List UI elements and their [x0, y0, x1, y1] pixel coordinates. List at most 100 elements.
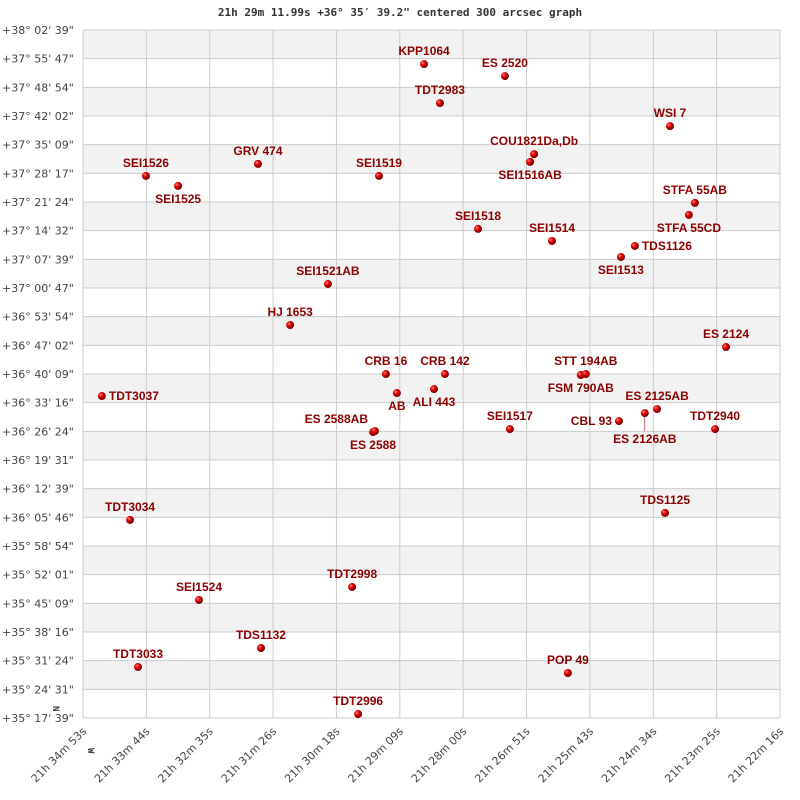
band — [83, 202, 780, 231]
star-label: SEI1525 — [155, 192, 201, 206]
y-tick-label: +35° 24' 31" — [2, 683, 74, 696]
band — [83, 230, 780, 260]
star-label: SEI1514 — [529, 221, 575, 235]
star-label: TDS1126 — [642, 239, 692, 253]
band — [83, 632, 780, 661]
x-tick-label: 21h 22m 16s — [726, 725, 787, 786]
band — [83, 660, 780, 690]
x-tick-label: 21h 29m 09s — [346, 725, 407, 786]
star-point[interactable] — [614, 417, 623, 426]
star-point[interactable] — [374, 171, 383, 180]
y-tick-label: +36° 19' 31" — [2, 454, 74, 467]
y-tick-label: +36° 26' 24" — [2, 425, 74, 438]
y-tick-label: +37° 42' 02" — [2, 110, 74, 123]
star-point[interactable] — [661, 508, 670, 517]
star-point[interactable] — [323, 279, 332, 288]
star-point[interactable] — [474, 224, 483, 233]
star-point[interactable] — [440, 370, 449, 379]
star-point[interactable] — [690, 198, 699, 207]
star-label: SEI1516AB — [498, 168, 562, 182]
star-label: ALI 443 — [413, 395, 456, 409]
star-point[interactable] — [630, 241, 639, 250]
y-tick-label: +36° 47' 02" — [2, 339, 74, 352]
star-point[interactable] — [392, 389, 401, 398]
star-point[interactable] — [581, 370, 590, 379]
band — [83, 58, 780, 88]
star-point[interactable] — [711, 425, 720, 434]
star-point[interactable] — [286, 321, 295, 330]
star-point[interactable] — [348, 582, 357, 591]
band — [83, 288, 780, 317]
star-label: ES 2125AB — [625, 389, 689, 403]
star-point[interactable] — [370, 427, 379, 436]
star-point[interactable] — [435, 99, 444, 108]
y-tick-label: +37° 35' 09" — [2, 139, 74, 152]
star-point[interactable] — [141, 171, 150, 180]
star-label: SEI1517 — [487, 409, 533, 423]
y-tick-label: +36° 40' 09" — [2, 368, 74, 381]
band — [83, 402, 780, 432]
band — [83, 259, 780, 288]
star-label: TDT2940 — [690, 409, 740, 423]
y-tick-label: +35° 38' 16" — [2, 626, 74, 639]
star-point[interactable] — [420, 60, 429, 69]
band — [83, 517, 780, 546]
star-point[interactable] — [97, 392, 106, 401]
star-point[interactable] — [665, 122, 674, 131]
star-point[interactable] — [354, 710, 363, 719]
band — [83, 116, 780, 145]
star-point[interactable] — [194, 595, 203, 604]
y-tick-label: +37° 14' 32" — [2, 225, 74, 238]
star-point[interactable] — [174, 181, 183, 190]
x-tick-label: 21h 26m 51s — [472, 725, 533, 786]
star-label: HJ 1653 — [267, 305, 313, 319]
star-label: AB — [388, 399, 406, 413]
band — [83, 460, 780, 489]
x-tick-label: 21h 25m 43s — [536, 725, 597, 786]
star-point[interactable] — [563, 669, 572, 678]
star-point[interactable] — [126, 515, 135, 524]
star-label: GRV 474 — [233, 144, 282, 158]
y-tick-label: +37° 21' 24" — [2, 196, 74, 209]
star-label: TDT2996 — [333, 694, 383, 708]
band — [83, 546, 780, 575]
star-point[interactable] — [653, 405, 662, 414]
star-point[interactable] — [640, 409, 649, 418]
star-label: TDS1132 — [236, 628, 286, 642]
star-point[interactable] — [526, 157, 535, 166]
band — [83, 689, 780, 718]
star-point[interactable] — [133, 663, 142, 672]
compass-west-label: W — [85, 748, 95, 754]
y-tick-label: +35° 17' 39" — [2, 712, 74, 725]
star-label: ES 2588 — [350, 438, 396, 452]
star-point[interactable] — [256, 643, 265, 652]
star-label: POP 49 — [547, 653, 589, 667]
star-point[interactable] — [381, 370, 390, 379]
x-tick-label: 21h 32m 35s — [155, 725, 216, 786]
star-point[interactable] — [253, 159, 262, 168]
compass-north-label: N — [50, 706, 60, 711]
star-label: SEI1524 — [176, 580, 222, 594]
star-point[interactable] — [530, 150, 539, 159]
star-point[interactable] — [500, 72, 509, 81]
star-label: TDT2998 — [327, 567, 377, 581]
x-tick-label: 21h 31m 26s — [219, 725, 280, 786]
star-point[interactable] — [684, 210, 693, 219]
star-point[interactable] — [547, 236, 556, 245]
star-label: STFA 55AB — [663, 183, 728, 197]
y-tick-label: +37° 48' 54" — [2, 81, 74, 94]
star-label: CRB 16 — [365, 354, 408, 368]
y-tick-label: +36° 33' 16" — [2, 397, 74, 410]
star-point[interactable] — [722, 343, 731, 352]
star-label: TDT2983 — [415, 83, 465, 97]
star-label: FSM 790AB — [548, 381, 614, 395]
star-point[interactable] — [505, 425, 514, 434]
star-label: SEI1519 — [356, 156, 402, 170]
star-point[interactable] — [429, 385, 438, 394]
band — [83, 345, 780, 374]
star-label: SEI1513 — [598, 263, 644, 277]
star-point[interactable] — [616, 252, 625, 261]
star-label: STFA 55CD — [657, 221, 722, 235]
star-label: SEI1521AB — [296, 264, 360, 278]
